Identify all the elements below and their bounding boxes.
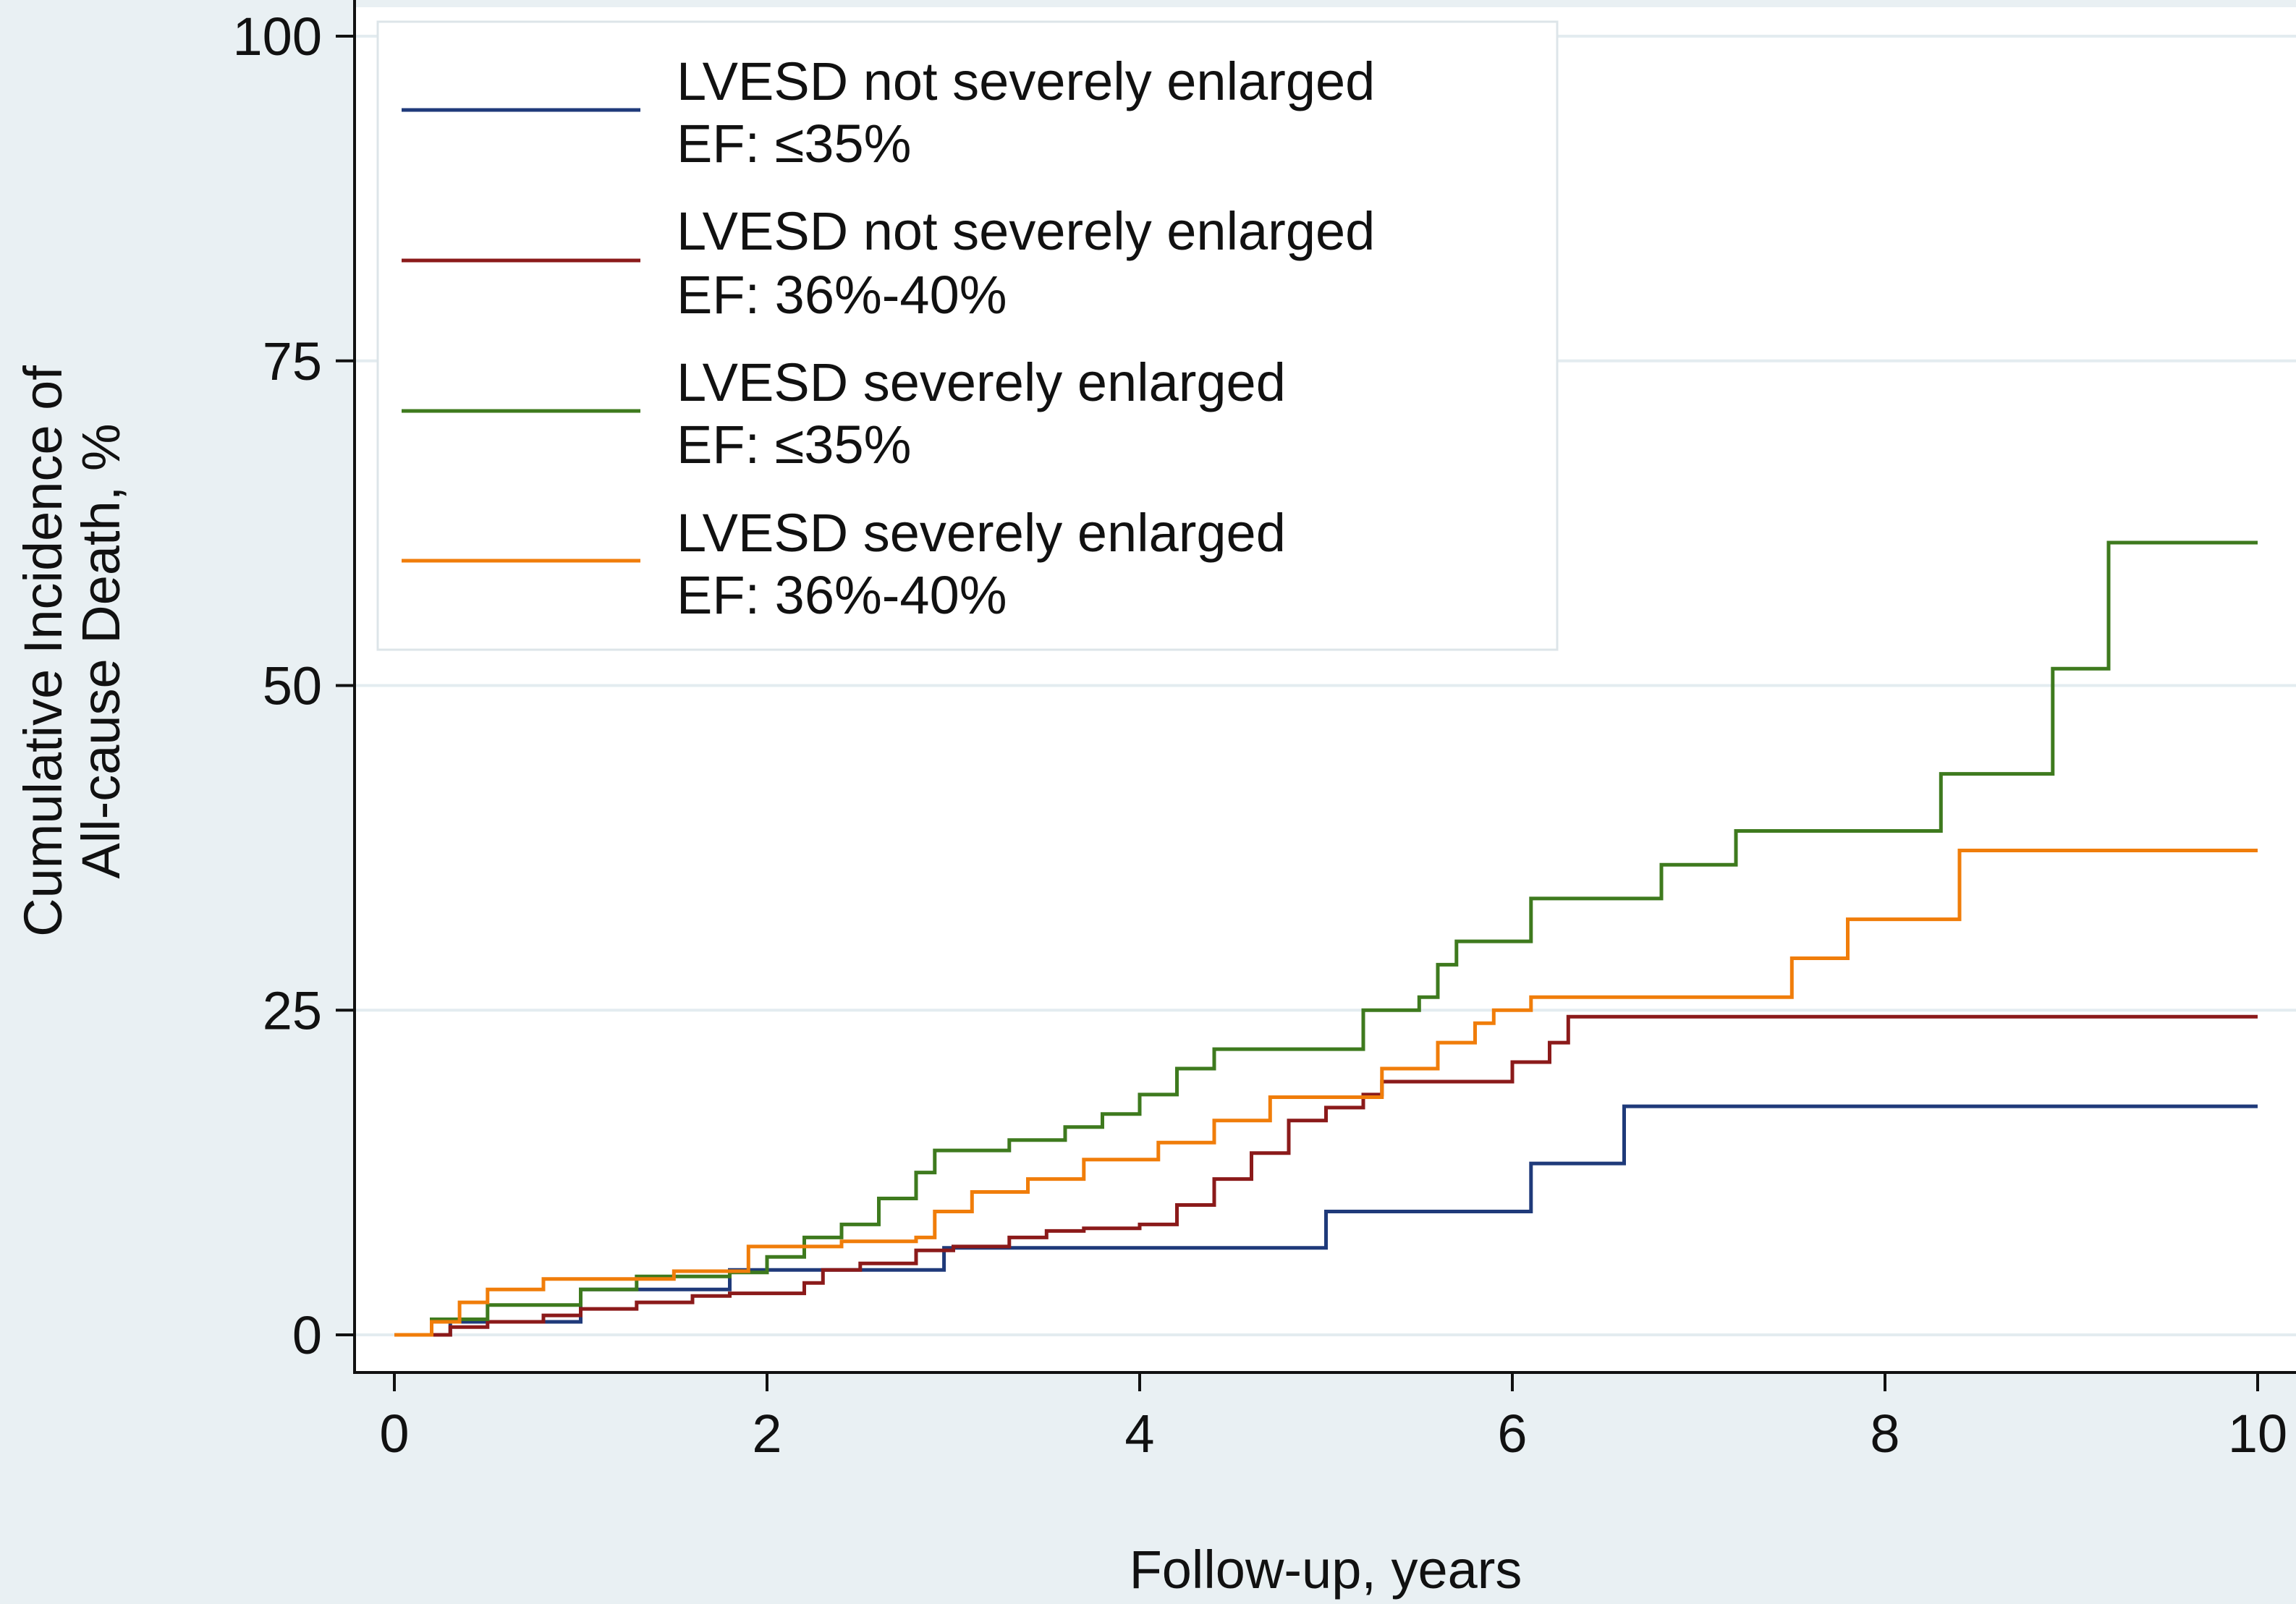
y-axis-title-line-2: All-cause Death, % xyxy=(71,423,131,878)
y-tick-label: 100 xyxy=(233,7,322,67)
legend-entry-2: LVESD not severely enlarged EF: 36%-40% xyxy=(402,201,1375,325)
y-axis-title: Cumulative Incidence of All-cause Death,… xyxy=(13,365,131,937)
legend-label-line-2: EF: ≤35% xyxy=(677,114,911,174)
x-tick-label: 6 xyxy=(1497,1404,1527,1464)
legend-box xyxy=(376,20,1559,651)
legend-label-line-1: LVESD not severely enlarged xyxy=(677,51,1375,111)
y-tick-label: 50 xyxy=(263,656,322,716)
series-line-2 xyxy=(394,1014,2258,1337)
y-axis-title-line-1: Cumulative Incidence of xyxy=(13,365,73,937)
y-tick-label: 75 xyxy=(263,331,322,391)
y-tick-label: 25 xyxy=(263,980,322,1040)
x-tick-label: 4 xyxy=(1124,1404,1154,1464)
legend-label-line-1: LVESD not severely enlarged xyxy=(677,201,1375,261)
x-axis-title: Follow-up, years xyxy=(1130,1540,1522,1600)
series-line-4 xyxy=(394,849,2258,1337)
legend-label-line-2: EF: 36%-40% xyxy=(677,565,1007,625)
x-tick-label: 8 xyxy=(1870,1404,1899,1464)
legend-entry-3: LVESD severely enlarged EF: ≤35% xyxy=(402,352,1286,475)
legend-label-line-1: LVESD severely enlarged xyxy=(677,352,1286,412)
y-tick-label: 0 xyxy=(292,1305,322,1365)
legend-entry-1: LVESD not severely enlarged EF: ≤35% xyxy=(402,51,1375,174)
series-lines xyxy=(394,540,2258,1337)
legend-label-line-2: EF: 36%-40% xyxy=(677,265,1007,325)
x-tick-label: 10 xyxy=(2228,1404,2287,1464)
legend-entry-4: LVESD severely enlarged EF: 36%-40% xyxy=(402,503,1286,625)
legend: LVESD not severely enlarged EF: ≤35% LVE… xyxy=(376,20,1559,651)
series-line-3 xyxy=(394,540,2258,1337)
x-tick-label: 2 xyxy=(752,1404,781,1464)
series-line-1 xyxy=(394,1104,2258,1337)
x-tick-label: 0 xyxy=(379,1404,409,1464)
ticks: 0 25 50 75 100 0 2 4 6 8 10 xyxy=(233,7,2288,1464)
legend-label-line-1: LVESD severely enlarged xyxy=(677,503,1286,563)
legend-label-line-2: EF: ≤35% xyxy=(677,415,911,475)
